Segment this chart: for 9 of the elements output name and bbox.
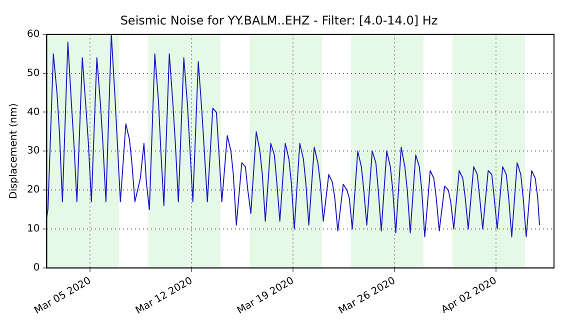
- y-axis-title: Displacement (nm): [8, 103, 20, 200]
- y-tick-label: 40: [26, 106, 40, 118]
- y-tick-label: 20: [26, 184, 40, 196]
- y-tick-label: 50: [26, 68, 40, 79]
- y-tick-label: 0: [33, 262, 40, 274]
- chart-title: Seismic Noise for YY.BALM..EHZ - Filter: [4.0-14.0] Hz: [120, 13, 438, 28]
- y-tick-label: 60: [26, 28, 40, 40]
- y-tick-label: 10: [26, 224, 40, 235]
- y-tick-label: 30: [26, 146, 40, 157]
